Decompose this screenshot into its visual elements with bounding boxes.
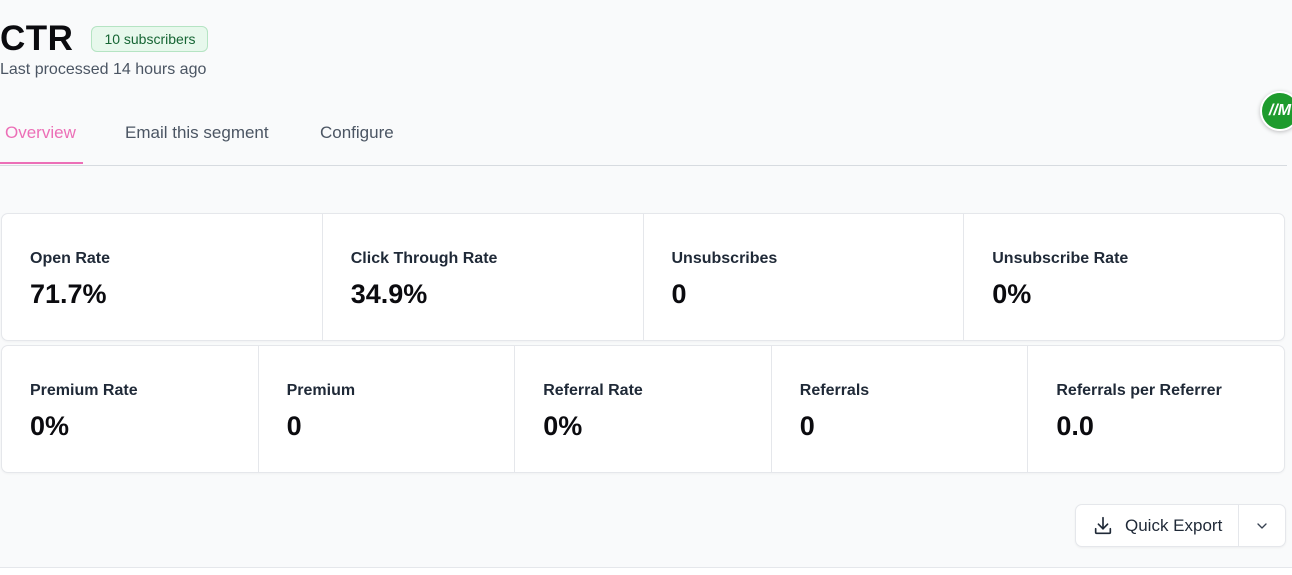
stat-value: 0.0 bbox=[1056, 411, 1094, 441]
quick-export-group: Quick Export bbox=[1075, 504, 1286, 547]
active-tab-indicator bbox=[0, 162, 83, 164]
stat-label: Unsubscribes bbox=[671, 250, 778, 267]
quick-export-label: Quick Export bbox=[1125, 515, 1223, 535]
stat-value: 0 bbox=[671, 279, 687, 309]
stat-unsubscribe-rate: Unsubscribe Rate 0% bbox=[963, 214, 1284, 340]
stat-value: 0% bbox=[992, 279, 1032, 309]
stat-click-through-rate: Click Through Rate 34.9% bbox=[321, 214, 643, 340]
stat-label: Referrals per Referrer bbox=[1056, 382, 1222, 399]
tab-email-this-segment[interactable]: Email this segment bbox=[125, 123, 269, 142]
stats-row-secondary: Premium Rate 0% Premium 0 Referral Rate … bbox=[1, 345, 1285, 473]
user-avatar[interactable]: //M bbox=[1260, 91, 1292, 131]
stat-premium: Premium 0 bbox=[257, 346, 515, 472]
stat-label: Click Through Rate bbox=[350, 250, 498, 267]
stat-value: 34.9% bbox=[350, 279, 428, 309]
chevron-down-icon bbox=[1254, 518, 1270, 534]
tab-bar: Overview Email this segment Configure bbox=[0, 112, 1287, 166]
tab-configure[interactable]: Configure bbox=[320, 123, 394, 142]
stat-label: Unsubscribe Rate bbox=[992, 250, 1129, 267]
last-processed-text: Last processed 14 hours ago bbox=[0, 61, 207, 78]
stat-label: Premium bbox=[286, 382, 356, 399]
stat-referrals: Referrals 0 bbox=[770, 346, 1028, 472]
stat-label: Referral Rate bbox=[543, 382, 643, 399]
stat-label: Premium Rate bbox=[30, 382, 138, 399]
stat-value: 0 bbox=[799, 411, 815, 441]
stat-premium-rate: Premium Rate 0% bbox=[2, 346, 258, 472]
quick-export-button[interactable]: Quick Export bbox=[1076, 505, 1238, 546]
stat-referral-rate: Referral Rate 0% bbox=[514, 346, 771, 472]
stat-value: 0 bbox=[286, 411, 302, 441]
stat-label: Open Rate bbox=[30, 250, 111, 267]
export-options-dropdown[interactable] bbox=[1238, 505, 1285, 546]
stat-value: 0% bbox=[30, 411, 70, 441]
download-icon bbox=[1092, 515, 1114, 537]
stat-label: Referrals bbox=[799, 382, 870, 399]
subscribers-badge: 10 subscribers bbox=[91, 26, 209, 52]
stats-row-primary: Open Rate 71.7% Click Through Rate 34.9%… bbox=[1, 213, 1285, 341]
stat-value: 71.7% bbox=[30, 279, 107, 309]
stat-value: 0% bbox=[543, 411, 583, 441]
title-row: CTR 10 subscribers bbox=[0, 19, 209, 58]
tab-overview[interactable]: Overview bbox=[5, 123, 76, 142]
stat-open-rate: Open Rate 71.7% bbox=[2, 214, 322, 340]
page-title: CTR bbox=[0, 19, 74, 58]
next-section-edge bbox=[0, 567, 1292, 575]
stat-unsubscribes: Unsubscribes 0 bbox=[642, 214, 964, 340]
stat-referrals-per-referrer: Referrals per Referrer 0.0 bbox=[1027, 346, 1284, 472]
